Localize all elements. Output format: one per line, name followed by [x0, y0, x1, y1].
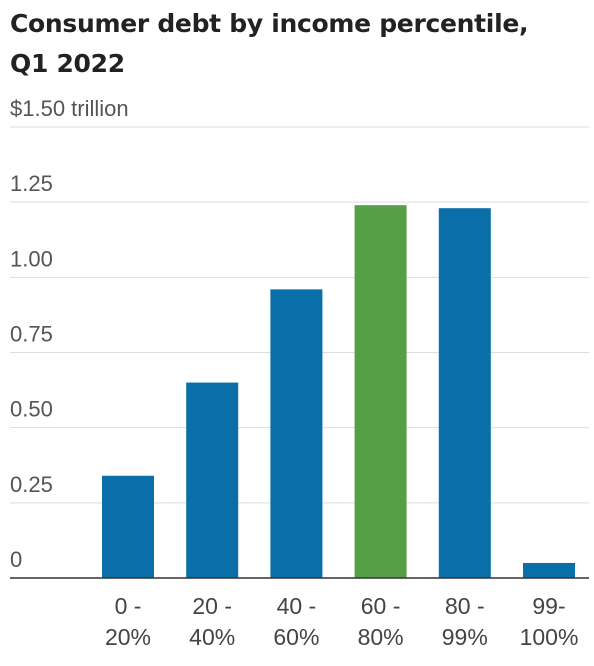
bar [438, 208, 491, 578]
y-tick-label: 0.50 [10, 397, 53, 422]
x-category-label: 60 - 80% [358, 593, 404, 650]
y-axis-tick-labels: 0 0.25 0.50 0.75 1.00 1.25 $1.50 trillion [10, 96, 129, 572]
y-tick-label: 1.25 [10, 171, 53, 196]
y-tick-label: 1.00 [10, 246, 53, 271]
y-tick-label: 0.25 [10, 472, 53, 497]
x-category-label-line: 99% [442, 624, 488, 650]
x-category-label-line: 20 - [192, 593, 232, 619]
x-category-label-line: 20% [105, 624, 151, 650]
chart-title: Consumer debt by income percentile, Q1 2… [10, 9, 529, 78]
x-category-label: 0 -20% [105, 593, 151, 650]
bar [186, 382, 239, 578]
x-category-label-line: 40 - [277, 593, 317, 619]
x-category-label-line: 80% [358, 624, 404, 650]
x-category-label: 80 - 99% [442, 593, 488, 650]
x-category-label-line: 99- [532, 593, 565, 619]
bar [270, 289, 323, 578]
bar [354, 205, 407, 578]
x-category-label: 40 - 60% [273, 593, 319, 650]
y-tick-label: 0.75 [10, 322, 53, 347]
bars [102, 205, 575, 578]
bar [102, 475, 154, 578]
x-category-label-line: 100% [520, 624, 579, 650]
x-category-label: 99- 100% [520, 593, 579, 650]
x-category-label-line: 40% [189, 624, 235, 650]
x-category-label-line: 80 - [445, 593, 485, 619]
x-category-label-line: 60 - [361, 593, 401, 619]
x-category-label: 20 - 40% [189, 593, 235, 650]
x-category-label-line: 0 - [115, 593, 142, 619]
bar [523, 562, 575, 578]
y-tick-label: 0 [10, 547, 22, 572]
x-category-label-line: 60% [273, 624, 319, 650]
x-axis-category-labels: 0 -20%20 -40%40 -60%60 -80%80 -99%99-100… [105, 593, 578, 650]
y-tick-label: $1.50 trillion [10, 96, 129, 121]
